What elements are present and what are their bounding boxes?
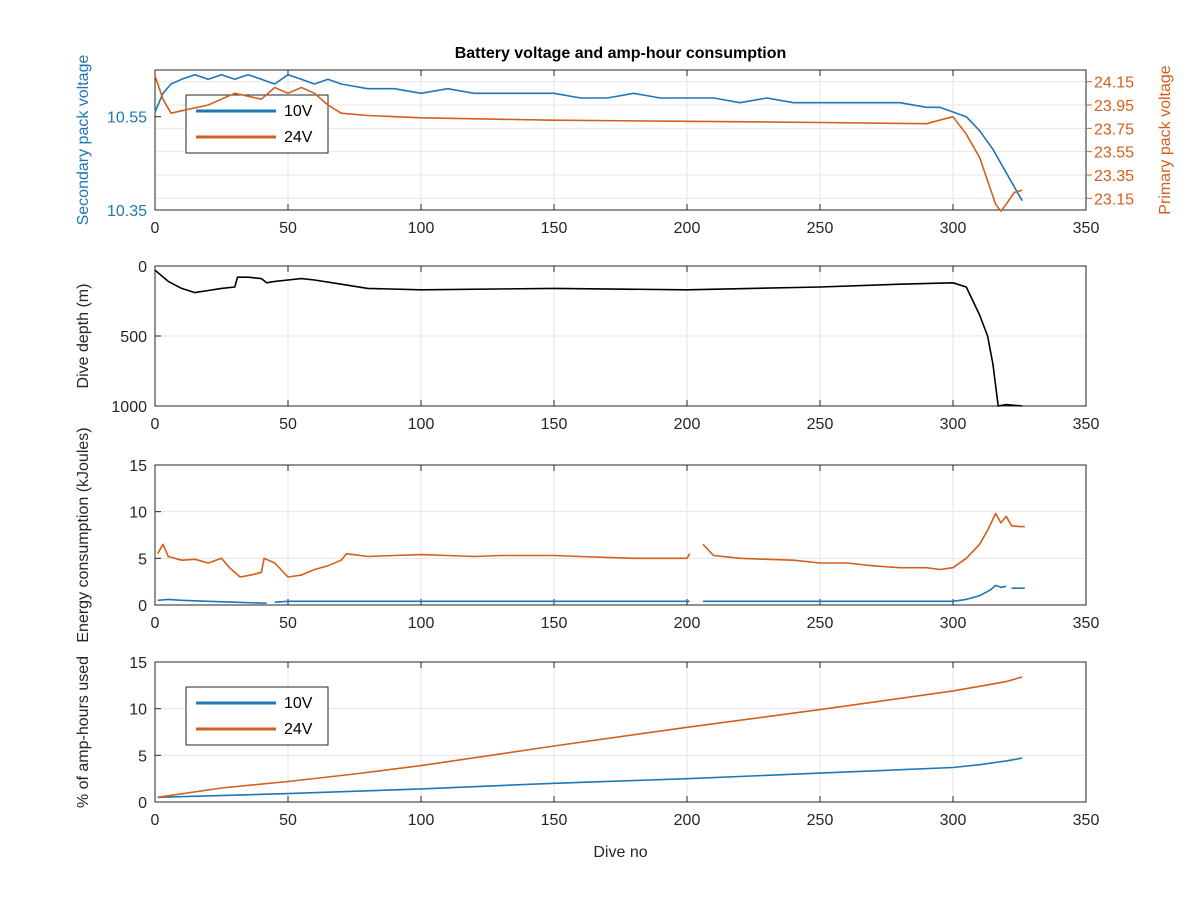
y-axis-label: Energy consumption (kJoules) bbox=[75, 427, 92, 642]
axes-box bbox=[154, 464, 1087, 606]
panel-3-series-2 bbox=[157, 584, 1025, 604]
y-tick-label: 10 bbox=[129, 505, 147, 522]
x-tick-label: 100 bbox=[408, 220, 435, 237]
y-right-tick-label: 23.75 bbox=[1094, 121, 1134, 138]
x-tick-label: 350 bbox=[1073, 812, 1100, 829]
x-tick-label: 300 bbox=[940, 416, 967, 433]
x-tick-label: 0 bbox=[151, 220, 160, 237]
y-right-tick-label: 24.15 bbox=[1094, 75, 1134, 92]
y-right-tick-label: 23.35 bbox=[1094, 168, 1134, 185]
x-tick-label: 50 bbox=[279, 220, 297, 237]
legend-box bbox=[185, 686, 329, 746]
y-tick-label: 500 bbox=[120, 329, 147, 346]
x-tick-label: 50 bbox=[279, 615, 297, 632]
panel-4-series-2 bbox=[157, 676, 1023, 799]
y-right-tick-label: 23.95 bbox=[1094, 98, 1134, 115]
x-tick-label: 200 bbox=[674, 812, 701, 829]
legend-label: 24V bbox=[284, 129, 313, 146]
y-tick-label: 5 bbox=[138, 748, 147, 765]
y-axis-label: % of amp-hours used bbox=[75, 656, 92, 808]
y-tick-label: 10.35 bbox=[107, 203, 147, 220]
legend: 10V 24V bbox=[185, 686, 329, 746]
panel-1-series-1 bbox=[154, 73, 1023, 202]
x-tick-label: 300 bbox=[940, 812, 967, 829]
panel-1-series-2 bbox=[154, 75, 1023, 212]
legend-label: 10V bbox=[284, 103, 313, 120]
legend-label: 24V bbox=[284, 721, 313, 738]
x-tick-label: 350 bbox=[1073, 416, 1100, 433]
x-tick-label: 350 bbox=[1073, 220, 1100, 237]
x-tick-label: 250 bbox=[807, 812, 834, 829]
series-line bbox=[154, 73, 1023, 202]
x-tick-label: 150 bbox=[541, 812, 568, 829]
x-tick-label: 150 bbox=[541, 615, 568, 632]
x-tick-label: 0 bbox=[151, 615, 160, 632]
axes-box bbox=[154, 69, 1087, 211]
legend: 10V 24V bbox=[185, 94, 329, 154]
x-tick-label: 250 bbox=[807, 416, 834, 433]
x-tick-label: 100 bbox=[408, 812, 435, 829]
panel-2-series-1 bbox=[154, 269, 1023, 407]
axes-box bbox=[154, 661, 1087, 803]
x-tick-label: 200 bbox=[674, 416, 701, 433]
y-right-axis-label: Primary pack voltage bbox=[1157, 65, 1174, 214]
series-line bbox=[157, 676, 1023, 799]
series-line bbox=[154, 269, 1023, 407]
y-tick-label: 5 bbox=[138, 551, 147, 568]
x-tick-label: 100 bbox=[408, 615, 435, 632]
x-tick-label: 300 bbox=[940, 615, 967, 632]
y-axis-label: Secondary pack voltage bbox=[75, 55, 92, 226]
y-tick-label: 0 bbox=[138, 598, 147, 615]
series-line bbox=[157, 584, 1025, 604]
x-tick-label: 0 bbox=[151, 416, 160, 433]
x-tick-label: 150 bbox=[541, 220, 568, 237]
y-axis-label: Dive depth (m) bbox=[75, 284, 92, 389]
y-tick-label: 15 bbox=[129, 458, 147, 475]
x-tick-label: 250 bbox=[807, 220, 834, 237]
legend-label: 10V bbox=[284, 695, 313, 712]
x-tick-label: 150 bbox=[541, 416, 568, 433]
y-tick-label: 10 bbox=[129, 702, 147, 719]
y-tick-label: 0 bbox=[138, 795, 147, 812]
x-tick-label: 50 bbox=[279, 416, 297, 433]
x-tick-label: 50 bbox=[279, 812, 297, 829]
series-line bbox=[154, 75, 1023, 212]
chart-title: Battery voltage and amp-hour consumption bbox=[455, 45, 787, 62]
x-tick-label: 0 bbox=[151, 812, 160, 829]
x-axis-label: Dive no bbox=[593, 844, 647, 861]
subplot-3: 0 50 100 150 200 250 300 350 0 5 10 15 Energy consum… bbox=[75, 427, 1099, 642]
y-right-tick-label: 23.15 bbox=[1094, 191, 1134, 208]
subplot-1: 0 50 100 150 200 250 300 350 10.35 10.55 23.15 23.3… bbox=[75, 45, 1174, 237]
x-tick-label: 200 bbox=[674, 615, 701, 632]
series-line bbox=[157, 512, 1025, 578]
panel-4-series-1 bbox=[157, 757, 1023, 799]
y-tick-label: 15 bbox=[129, 655, 147, 672]
y-tick-label: 1000 bbox=[111, 399, 147, 416]
x-tick-label: 200 bbox=[674, 220, 701, 237]
y-tick-label: 0 bbox=[138, 259, 147, 276]
x-tick-label: 300 bbox=[940, 220, 967, 237]
subplot-4: 0 50 100 150 200 250 300 350 0 5 10 15 % of amp-hour… bbox=[75, 655, 1099, 861]
panel-3-series-1 bbox=[157, 512, 1025, 578]
y-right-tick-label: 23.55 bbox=[1094, 145, 1134, 162]
x-tick-label: 350 bbox=[1073, 615, 1100, 632]
x-tick-label: 250 bbox=[807, 615, 834, 632]
series-line bbox=[157, 757, 1023, 799]
y-tick-label: 10.55 bbox=[107, 110, 147, 127]
x-tick-label: 100 bbox=[408, 416, 435, 433]
